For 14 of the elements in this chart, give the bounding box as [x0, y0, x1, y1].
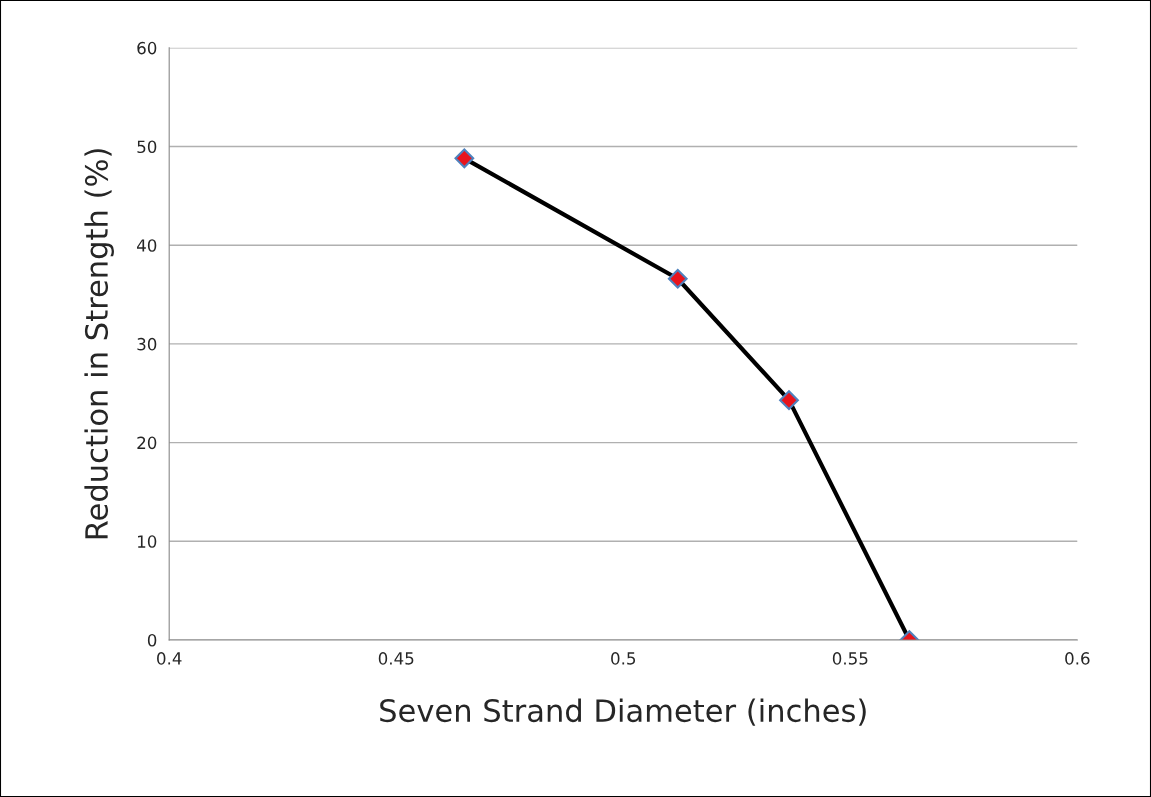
- y-tick-label: 40: [137, 239, 157, 252]
- y-tick-label: 30: [137, 337, 157, 351]
- x-tick-label: 0.55: [832, 652, 868, 665]
- y-tick-label: 60: [137, 41, 157, 55]
- y-tick-label: 50: [137, 140, 157, 154]
- x-tick-label: 0.45: [378, 652, 414, 665]
- x-axis-title: Seven Strand Diameter (inches): [380, 698, 866, 726]
- x-tick-label: 0.5: [611, 652, 636, 665]
- x-tick-label: 0.6: [1065, 652, 1090, 665]
- y-tick-label: 10: [138, 535, 157, 548]
- y-axis-title: Reduction in Strength (%): [84, 149, 114, 539]
- y-tick-label: 20: [137, 436, 157, 450]
- x-tick-label: 0.4: [157, 652, 182, 665]
- y-tick-label: 0: [147, 633, 157, 647]
